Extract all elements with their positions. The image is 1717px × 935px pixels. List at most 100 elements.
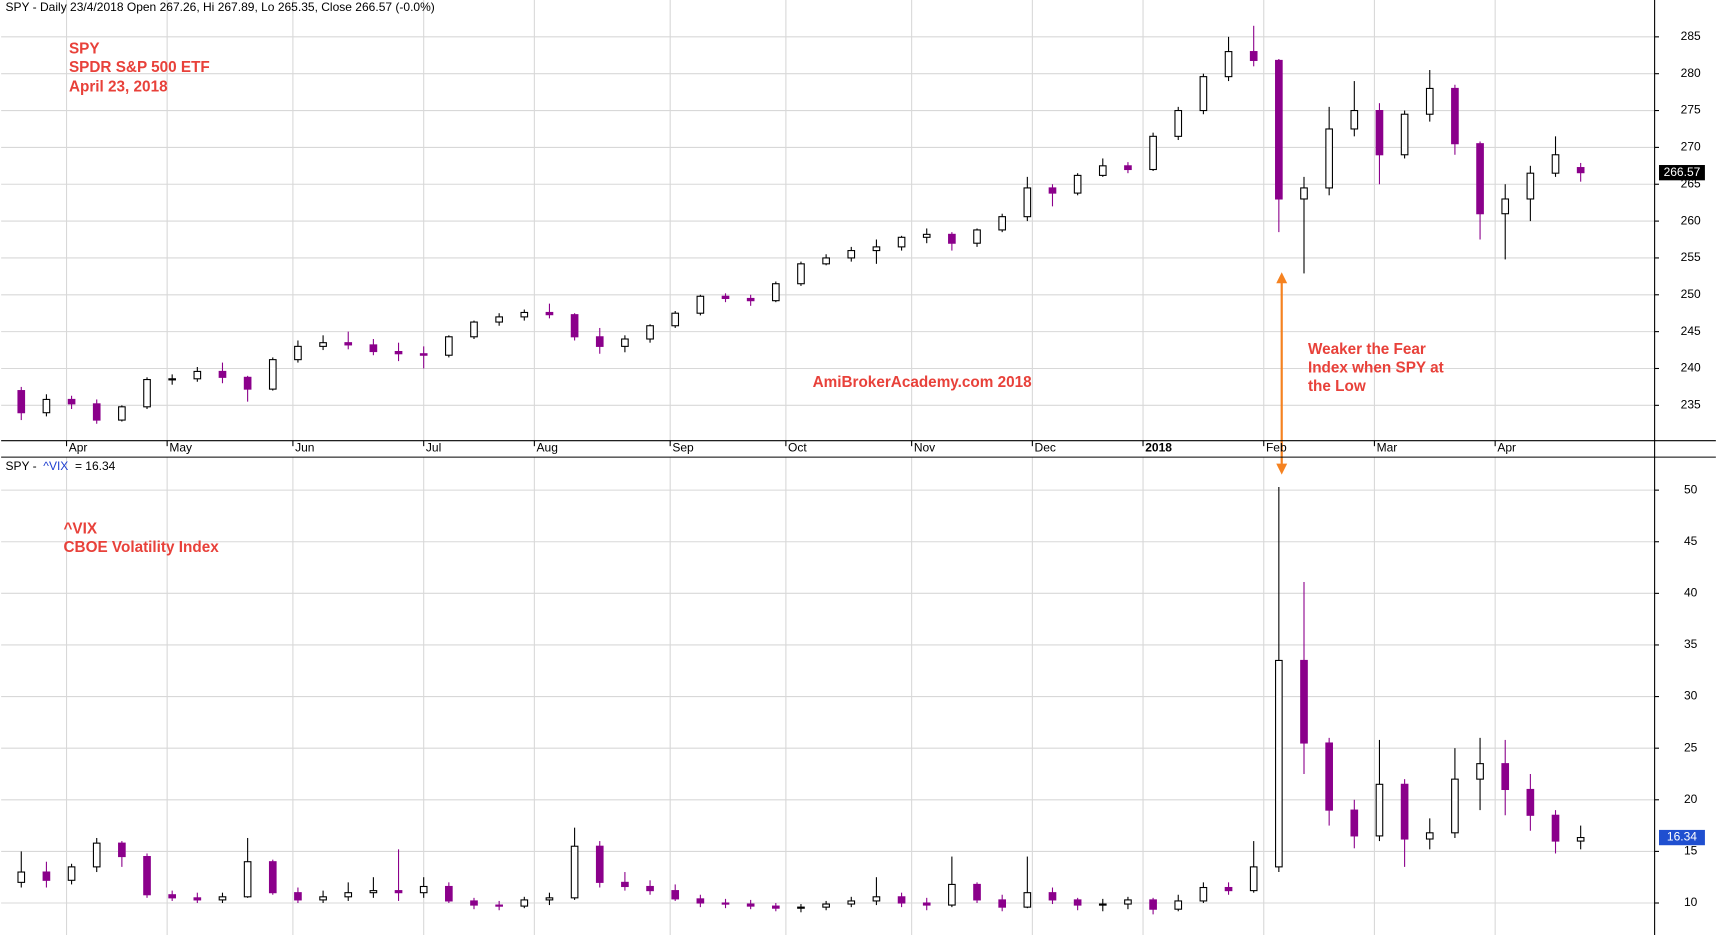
candle-body	[621, 881, 629, 888]
candle-body	[1073, 899, 1082, 906]
candle-body	[922, 902, 931, 906]
x-tick-label: Apr	[69, 441, 88, 455]
candle-body	[1149, 899, 1157, 910]
candle-body	[1124, 899, 1132, 905]
x-tick-label: Oct	[788, 441, 807, 455]
y-tick-label: 250	[1681, 287, 1701, 301]
annotation: Weaker the Fear	[1308, 341, 1426, 358]
candle-body	[696, 898, 705, 904]
candle-body	[1375, 783, 1384, 837]
x-tick-label: 2018	[1145, 441, 1172, 455]
x-tick-label: Jun	[295, 441, 314, 455]
candle-body	[998, 216, 1007, 231]
candle-body	[948, 883, 956, 906]
candle-body	[143, 856, 151, 896]
y-tick-label: 245	[1681, 324, 1701, 338]
candle-body	[470, 900, 478, 906]
annotation: April 23, 2018	[69, 79, 168, 96]
candle-body	[243, 376, 252, 390]
candle-body	[67, 398, 76, 405]
candle-body	[595, 336, 604, 347]
candle-body	[1451, 87, 1459, 145]
candle-body	[1350, 109, 1359, 130]
chart-header: SPY - ^VIX = 16.34	[6, 459, 116, 473]
annotation: AmiBrokerAcademy.com 2018	[813, 374, 1033, 391]
candle-body	[294, 892, 302, 901]
candle-body	[1526, 172, 1535, 200]
candle-body	[897, 236, 906, 248]
candle-body	[1023, 187, 1032, 218]
last-price-tag	[1658, 829, 1705, 846]
x-tick-label: Sep	[672, 441, 694, 455]
candle-body	[344, 342, 353, 346]
candle-body	[495, 904, 503, 907]
y-tick-label: 25	[1684, 740, 1698, 754]
candle-body	[1048, 892, 1057, 901]
candle-body	[1073, 174, 1082, 194]
candle-body	[897, 896, 906, 904]
candle-body	[545, 311, 554, 316]
candle-body	[1098, 165, 1107, 176]
candle-body	[193, 897, 202, 901]
candle-body	[268, 861, 277, 894]
candle-body	[973, 229, 981, 244]
candle-body	[998, 899, 1007, 908]
candle-body	[394, 350, 403, 355]
y-tick-label: 45	[1684, 534, 1698, 548]
candle-body	[243, 861, 252, 898]
candle-body	[1199, 886, 1208, 902]
candle-body	[1501, 198, 1510, 215]
annotation: SPDR S&P 500 ETF	[69, 59, 210, 76]
candle-body	[470, 321, 478, 338]
candle-body	[369, 344, 378, 353]
y-tick-label: 255	[1681, 250, 1701, 264]
candle-body	[118, 406, 126, 421]
y-tick-label: 280	[1681, 66, 1701, 80]
y-tick-label: 30	[1684, 689, 1698, 703]
y-tick-label: 270	[1681, 140, 1701, 154]
candle-body	[445, 885, 453, 902]
candle-body	[520, 311, 529, 318]
candle-body	[646, 885, 654, 892]
header-text: SPY -	[6, 459, 37, 473]
x-tick-label: Feb	[1266, 441, 1287, 455]
annotation: SPY	[69, 40, 100, 57]
header-symbol: ^VIX	[43, 459, 68, 473]
candle-body	[1350, 809, 1359, 837]
candle-body	[1501, 763, 1510, 791]
candle-body	[973, 883, 981, 901]
candle-body	[394, 890, 403, 894]
candle-body	[1526, 788, 1535, 816]
annotation: ^VIX	[63, 520, 97, 537]
x-tick-label: Jul	[426, 441, 441, 455]
arrow	[1276, 272, 1288, 475]
header-text: = 16.34	[75, 459, 116, 473]
annotation: the Low	[1308, 378, 1366, 395]
candle-body	[721, 295, 730, 300]
x-tick-label: Dec	[1035, 441, 1056, 455]
candle-body	[1224, 886, 1233, 892]
candle-body	[746, 297, 755, 302]
y-tick-label: 285	[1681, 29, 1701, 43]
candle-body	[319, 342, 327, 347]
candle-body	[268, 359, 277, 390]
candle-body	[1425, 87, 1434, 115]
y-tick-label: 260	[1681, 213, 1701, 227]
candle-body	[948, 233, 956, 244]
candle-body	[369, 890, 378, 894]
candle-body	[218, 896, 227, 901]
candle-body	[92, 403, 101, 421]
candle-body	[1476, 143, 1484, 215]
candle-body	[1249, 866, 1258, 892]
candle-body	[419, 353, 428, 356]
y-tick-label: 15	[1684, 844, 1698, 858]
y-tick-label: 265	[1681, 176, 1701, 190]
candle-body	[1325, 128, 1333, 189]
candle-body	[17, 871, 26, 883]
x-tick-label: Mar	[1377, 441, 1398, 455]
candle-body	[922, 233, 931, 238]
candle-body	[621, 338, 629, 347]
candle-body	[1174, 900, 1183, 910]
candle-body	[42, 871, 51, 881]
